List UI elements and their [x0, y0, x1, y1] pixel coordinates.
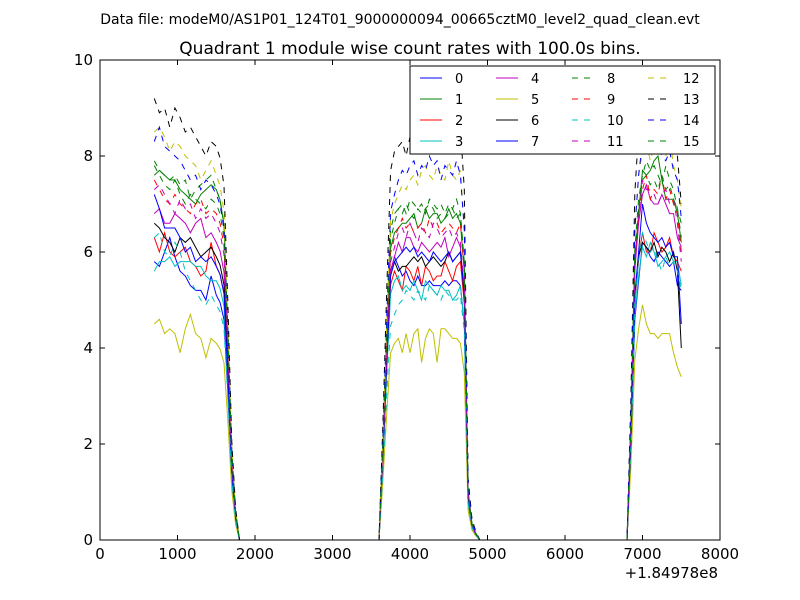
- chart-title: Quadrant 1 module wise count rates with …: [179, 39, 640, 59]
- legend-label-4: 4: [531, 72, 539, 87]
- x-tick-label: 4000: [391, 545, 429, 563]
- x-tick-label: 7000: [623, 545, 661, 563]
- y-tick-label: 2: [83, 435, 93, 453]
- x-tick-label: 2000: [236, 545, 274, 563]
- legend-label-14: 14: [683, 114, 700, 129]
- legend-label-3: 3: [455, 135, 463, 150]
- x-tick-label: 3000: [313, 545, 351, 563]
- legend-label-6: 6: [531, 114, 539, 129]
- x-tick-label: 6000: [546, 545, 584, 563]
- series-line-10: [153, 230, 682, 541]
- x-tick-label: 5000: [468, 545, 506, 563]
- legend-label-8: 8: [607, 72, 615, 87]
- series-line-3: [153, 240, 682, 541]
- legend-label-5: 5: [531, 93, 539, 108]
- y-tick-label: 8: [83, 147, 93, 165]
- series-line-7: [153, 194, 682, 541]
- legend-label-11: 11: [607, 135, 624, 150]
- legend-label-2: 2: [455, 114, 463, 129]
- legend-label-13: 13: [683, 93, 700, 108]
- x-offset-label: +1.84978e8: [625, 564, 718, 582]
- legend-label-7: 7: [531, 135, 539, 150]
- figure-suptitle: Data file: modeM0/AS1P01_124T01_90000000…: [100, 12, 700, 28]
- legend-label-1: 1: [455, 93, 463, 108]
- x-tick-label: 1000: [158, 545, 196, 563]
- series-line-9: [153, 175, 682, 541]
- legend-label-12: 12: [683, 72, 700, 87]
- x-tick-label: 0: [95, 545, 105, 563]
- series-line-5: [153, 304, 682, 541]
- y-tick-label: 4: [83, 339, 93, 357]
- legend-label-9: 9: [607, 93, 615, 108]
- y-tick-label: 10: [74, 51, 93, 69]
- legend-box: [409, 65, 716, 155]
- legend-label-10: 10: [607, 114, 624, 129]
- series-line-14: [153, 125, 682, 541]
- legend-label-0: 0: [455, 72, 463, 87]
- x-tick-label: 8000: [701, 545, 739, 563]
- series-line-4: [153, 183, 682, 541]
- series-line-6: [153, 222, 682, 541]
- y-tick-label: 0: [83, 531, 93, 549]
- legend-label-15: 15: [683, 135, 700, 150]
- series-line-15: [153, 165, 682, 541]
- y-tick-label: 6: [83, 243, 93, 261]
- series-line-11: [153, 179, 682, 541]
- series-line-1: [153, 154, 682, 541]
